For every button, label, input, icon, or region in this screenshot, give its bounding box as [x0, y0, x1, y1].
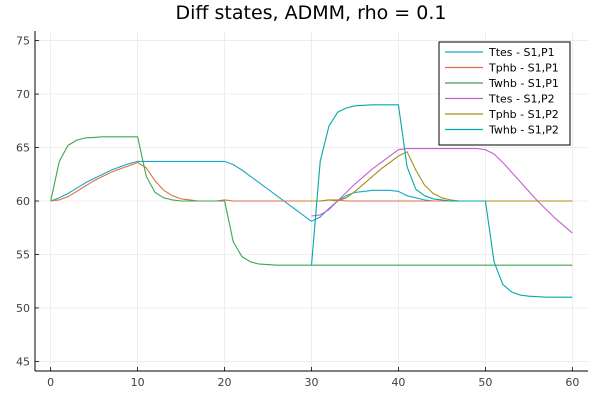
y-tick-label: 45	[16, 355, 30, 368]
x-tick-label: 20	[218, 376, 232, 389]
legend-label: Twhb - S1,P1	[488, 77, 559, 90]
series-line-4	[311, 148, 573, 234]
x-tick-labels: 0 10 20 30 40 50 60	[47, 367, 579, 389]
chart-title: Diff states, ADMM, rho = 0.1	[175, 2, 446, 24]
y-tick-label: 70	[16, 88, 30, 101]
series-lines	[50, 104, 573, 298]
y-tick-labels: 45 50 55 60 65 70 75	[16, 35, 39, 368]
y-tick-label: 55	[16, 248, 30, 261]
legend-label: Tphb - S1,P2	[488, 108, 559, 121]
legend-box	[438, 41, 571, 146]
series-line-6	[310, 104, 573, 298]
x-tick-label: 50	[478, 376, 492, 389]
x-tick-label: 40	[391, 376, 405, 389]
legend-label: Ttes - S1,P2	[488, 93, 555, 106]
legend-label: Ttes - S1,P1	[488, 46, 555, 59]
y-tick-label: 75	[16, 35, 30, 48]
legend: Ttes - S1,P1 Tphb - S1,P1 Twhb - S1,P1 Ttes…	[438, 41, 571, 146]
x-tick-label: 60	[565, 376, 579, 389]
legend-label: Twhb - S1,P2	[488, 124, 559, 137]
x-tick-label: 0	[47, 376, 54, 389]
legend-label: Tphb - S1,P1	[488, 62, 559, 75]
x-tick-label: 30	[305, 376, 319, 389]
y-tick-label: 50	[16, 302, 30, 315]
series-line-5	[311, 151, 573, 202]
y-tick-label: 65	[16, 142, 30, 155]
x-tick-label: 10	[131, 376, 145, 389]
y-tick-label: 60	[16, 195, 30, 208]
